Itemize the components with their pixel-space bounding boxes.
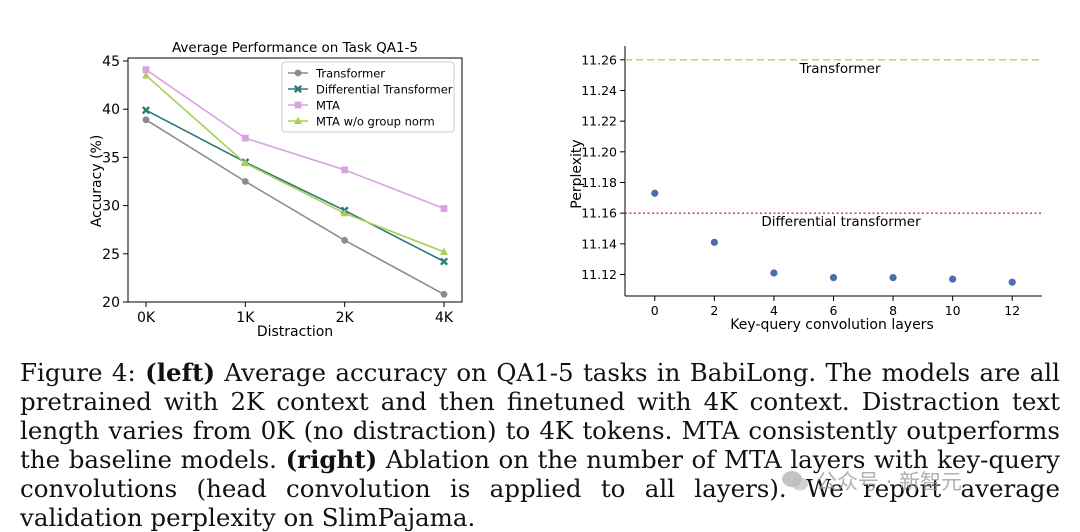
right-scatter-chart: 11.12 11.14 11.16 11.18 11.20 11.22 11.24 11.26… [569,46,1042,333]
right-x-tick-label: 4 [770,303,778,318]
legend-label: MTA [316,99,340,113]
right-x-tick-label: 12 [1004,303,1020,318]
reference-line-label: Differential transformer [761,214,921,230]
series-point [341,236,349,244]
right-y-tick-label: 11.26 [581,52,617,67]
series-line [145,109,445,263]
left-y-tick-label: 45 [102,54,120,70]
series-point [439,257,449,266]
legend-box [281,61,455,133]
series-line [145,74,445,253]
left-chart-title: Average Performance on Task QA1-5 [172,40,418,56]
series-point [340,209,349,217]
right-chart-axes: 11.12 11.14 11.16 11.18 11.20 11.22 11.24 11.26… [581,46,1042,318]
scatter-point [710,238,718,246]
series-point [141,106,151,115]
right-x-tick-label: 10 [945,303,961,318]
scatter-point [889,273,897,282]
series-point [341,166,349,174]
scatter-point [949,275,957,283]
legend-marker [294,69,302,77]
right-y-axis-label: Perplexity [569,139,585,208]
series-point [241,158,250,167]
right-x-tick-label: 6 [830,303,838,318]
right-y-tick-label: 11.16 [581,206,617,221]
series-point [241,134,249,142]
left-y-tick-label: 25 [102,247,120,263]
caption-left-text: Average accuracy on QA1-5 tasks in BabiL… [20,358,1060,474]
left-y-tick-label: 40 [102,102,120,118]
series-point [440,205,448,212]
series-line [145,119,445,295]
legend-marker [293,84,303,94]
right-x-tick-label: 2 [710,303,718,318]
left-chart-legend: Transformer Differential Transformer MTA MT… [281,61,455,133]
legend-marker [294,101,302,109]
series-line [145,69,445,210]
legend-label: Differential Transformer [316,83,453,97]
series-point [440,290,448,298]
right-y-tick-label: 11.18 [581,175,617,190]
left-x-axis-label: Distraction [257,324,333,340]
scatter-point [1008,278,1016,286]
right-chart-points [651,189,1016,286]
left-y-tick-label: 20 [102,295,120,311]
wechat-icon [782,471,808,491]
series-point [241,178,249,185]
right-y-tick-label: 11.12 [581,267,617,282]
right-y-tick-label: 11.22 [581,114,617,129]
right-y-tick-label: 11.20 [581,144,617,159]
right-x-tick-label: 0 [651,303,659,318]
left-line-chart: Average Performance on Task QA1-5 20 25 30… [89,40,463,340]
left-x-tick-label: 4K [435,310,454,326]
caption-prefix: Figure 4: [20,358,146,387]
series-point [142,116,150,124]
left-chart-axes: 20 25 30 35 40 45 0K 1K 2K 4K [102,54,463,326]
right-x-axis-label: Key-query convolution layers [730,317,934,333]
scatter-point [651,189,659,197]
caption-left-label: (left) [145,358,216,387]
legend-label: MTA w/o group norm [316,115,435,129]
left-y-tick-label: 30 [102,199,120,215]
series-point [142,66,150,74]
left-x-tick-label: 0K [137,310,156,326]
figure-caption: Figure 4: (left) Average accuracy on QA1… [20,358,1060,532]
scatter-point [770,269,778,277]
legend-label: Transformer [315,67,385,81]
left-x-tick-label: 1K [236,310,255,326]
series-point [142,71,150,79]
scatter-point [829,273,838,282]
series-point [440,247,448,255]
right-y-tick-label: 11.24 [581,83,617,98]
right-x-tick-label: 8 [889,303,897,318]
caption-right-label: (right) [285,445,378,474]
watermark-text: 公众号 · 新智元 [816,470,963,494]
reference-line-label: Transformer [798,61,880,77]
left-y-axis-label: Accuracy (%) [89,135,105,228]
right-chart-reference-lines: Transformer Differential transformer [625,59,1042,230]
left-y-tick-label: 35 [102,150,120,166]
legend-marker [294,116,302,124]
left-chart-series [141,66,449,298]
right-y-tick-label: 11.14 [581,236,617,251]
left-plot-frame [127,57,463,303]
watermark: 公众号 · 新智元 [780,466,962,496]
left-x-tick-label: 2K [336,310,355,326]
